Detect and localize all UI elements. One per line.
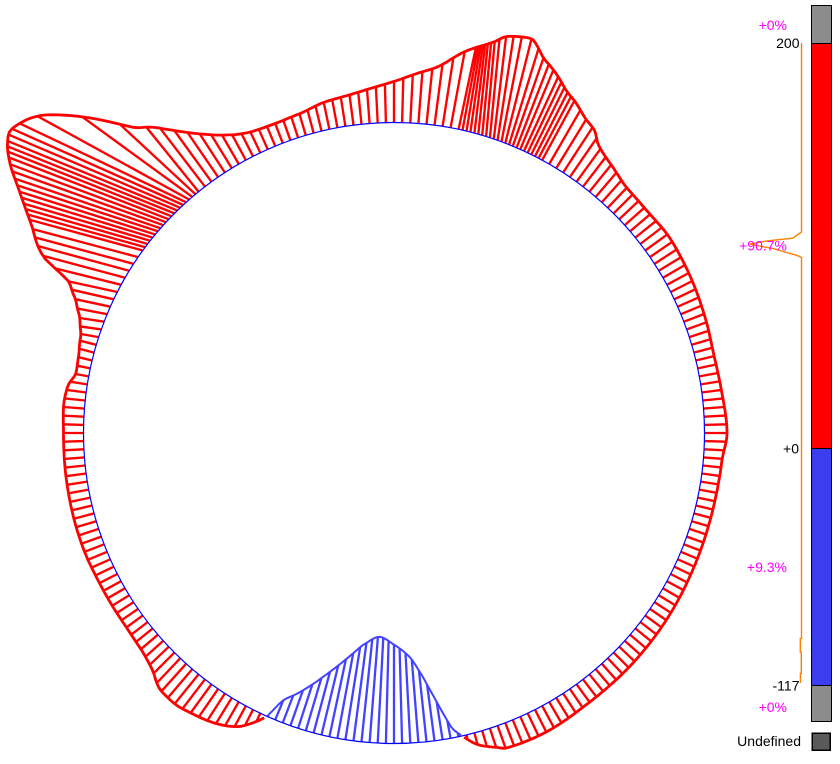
svg-text:200: 200 <box>776 35 800 51</box>
svg-text:-117: -117 <box>773 678 800 694</box>
svg-text:+9.3%: +9.3% <box>747 559 787 575</box>
svg-text:Undefined: Undefined <box>737 733 801 749</box>
svg-text:+90.7%: +90.7% <box>739 238 787 254</box>
svg-text:+0%: +0% <box>759 699 787 715</box>
svg-text:+0: +0 <box>783 441 799 457</box>
svg-text:+0%: +0% <box>759 17 787 33</box>
